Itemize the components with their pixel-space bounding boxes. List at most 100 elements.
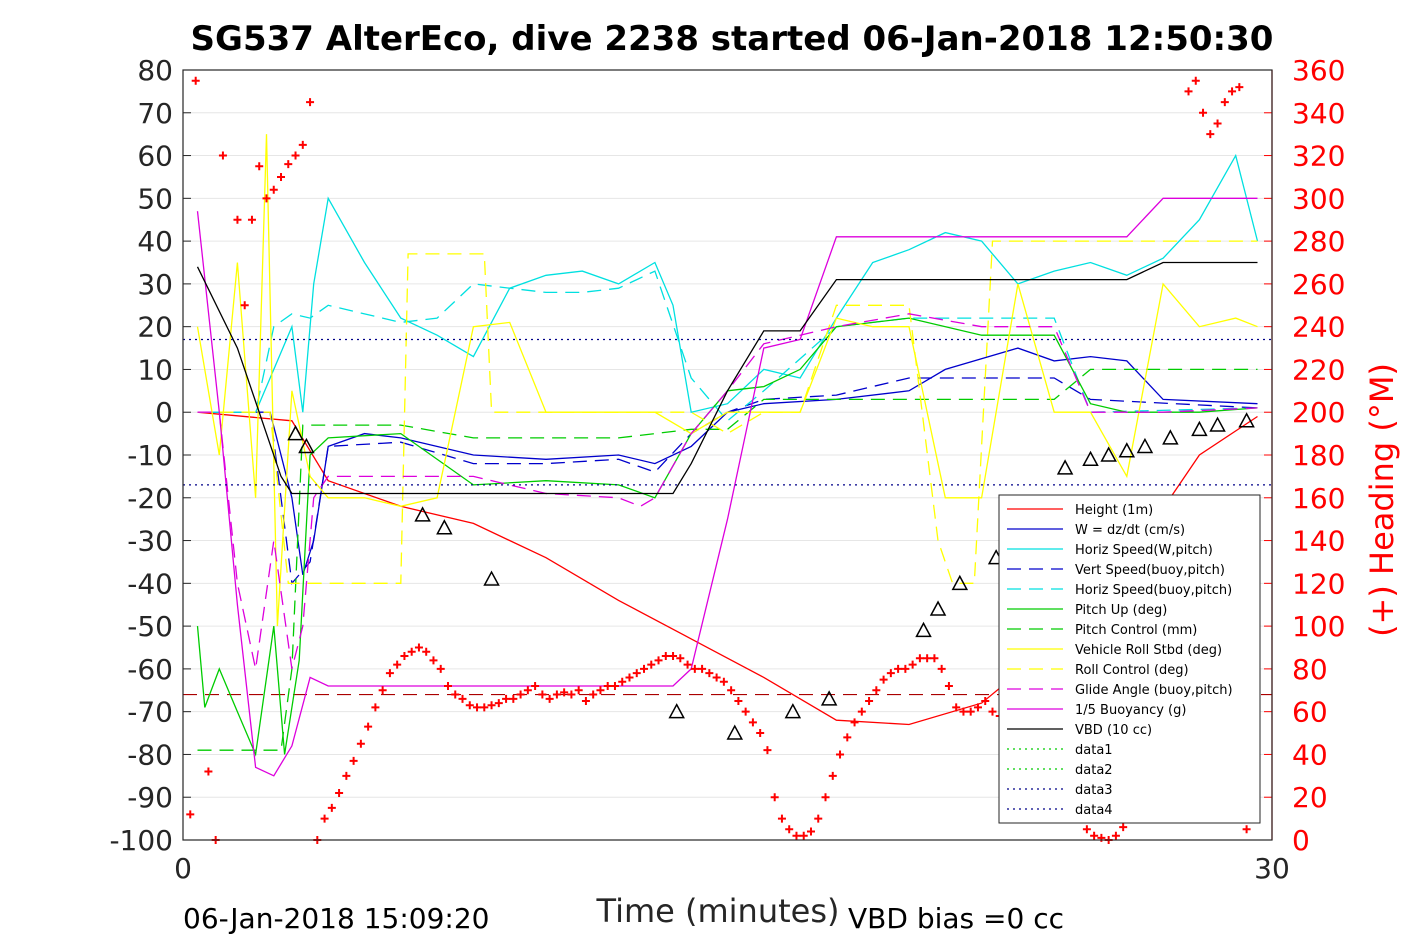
heading-marker (342, 771, 351, 780)
heading-marker (836, 750, 845, 759)
x-tick-label: 0 (174, 852, 192, 885)
right-y-tick-label: 160 (1292, 482, 1345, 515)
heading-marker (618, 677, 627, 686)
x-tick-label: 30 (1254, 852, 1290, 885)
heading-marker (1242, 825, 1251, 834)
heading-marker (603, 682, 612, 690)
legend-entry-label: Height (1m) (1075, 503, 1153, 518)
heading-marker (465, 701, 474, 710)
heading-marker (240, 301, 249, 310)
heading-marker (719, 677, 728, 686)
left-y-tick-labels: 80 70 60 50 40 30 20 10 0 -10 -20 -30 -40 -50 -60 -70 -8… (109, 54, 173, 857)
y-tick-label: 10 (137, 353, 173, 386)
heading-marker (407, 647, 416, 656)
heading-marker (443, 682, 452, 690)
heading-marker (218, 151, 227, 160)
heading-marker (792, 831, 801, 840)
legend-entry-label: Horiz Speed(buoy,pitch) (1075, 583, 1232, 598)
heading-marker (262, 194, 271, 203)
series-line-9 (197, 240, 1258, 584)
heading-marker (269, 185, 278, 194)
legend-entry-label: Vehicle Roll Stbd (deg) (1075, 643, 1222, 658)
heading-marker (756, 729, 765, 738)
depth-marker (929, 600, 947, 616)
right-y-tick-label: 100 (1292, 610, 1345, 643)
heading-marker (451, 690, 460, 699)
legend-entry-label: VBD (10 cc) (1075, 723, 1152, 738)
heading-marker (828, 771, 837, 780)
y-tick-label: -80 (127, 738, 173, 771)
heading-marker (952, 703, 961, 712)
y-tick-label: -70 (127, 696, 173, 729)
heading-marker (1206, 130, 1215, 139)
heading-marker (806, 827, 815, 836)
heading-marker (422, 647, 431, 656)
heading-marker (458, 694, 467, 703)
heading-marker (487, 701, 496, 710)
heading-marker (1090, 831, 1099, 840)
depth-marker (1191, 420, 1208, 437)
y-tick-label: 40 (137, 225, 173, 258)
legend-entry-label: data2 (1075, 763, 1113, 778)
heading-marker (632, 669, 641, 678)
legend-entry-label: Vert Speed(buoy,pitch) (1075, 563, 1225, 578)
depth-marker (915, 621, 932, 638)
y-tick-label: -50 (127, 610, 173, 643)
y-tick-label: -20 (127, 482, 173, 515)
heading-marker (661, 652, 670, 661)
heading-marker (799, 831, 808, 840)
heading-marker (879, 675, 888, 684)
right-y-tick-label: 260 (1292, 268, 1345, 301)
legend-entry-label: data1 (1075, 743, 1113, 758)
heading-marker (589, 690, 598, 699)
x-tick-labels: 0 30 (174, 852, 1290, 885)
heading-marker (393, 660, 402, 669)
heading-marker (327, 803, 336, 812)
series-line-4 (197, 377, 1258, 585)
footer-timestamp: 06-Jan-2018 15:09:20 (183, 902, 489, 935)
depth-marker (1100, 446, 1117, 462)
heading-marker (545, 694, 554, 703)
heading-marker (669, 652, 678, 661)
heading-marker (1199, 108, 1208, 117)
heading-marker (770, 793, 779, 802)
heading-marker (705, 669, 714, 678)
right-y-tick-label: 220 (1292, 353, 1345, 386)
y-tick-label: 20 (137, 311, 173, 344)
chart-title: SG537 AlterEco, dive 2238 started 06-Jan… (191, 19, 1274, 59)
depth-marker (1162, 429, 1179, 445)
legend-entry-label: 1/5 Buoyancy (g) (1075, 703, 1186, 718)
legend-entry-label: Horiz Speed(W,pitch) (1075, 543, 1213, 558)
depth-marker (1136, 437, 1154, 454)
heading-marker (785, 825, 794, 834)
heading-marker (335, 788, 344, 797)
depth-marker (414, 506, 431, 522)
depth-marker (726, 724, 744, 740)
heading-marker (378, 686, 387, 695)
heading-marker (560, 688, 569, 697)
heading-marker (255, 162, 264, 171)
depth-marker (298, 437, 315, 454)
right-y-tick-label: 320 (1292, 140, 1345, 173)
depth-marker (951, 574, 969, 591)
heading-marker (959, 707, 968, 716)
right-y-tick-label: 360 (1292, 54, 1345, 87)
heading-marker (552, 690, 561, 699)
heading-marker (886, 669, 895, 678)
heading-marker (349, 756, 358, 765)
y-tick-label: 60 (137, 140, 173, 173)
heading-marker (777, 814, 786, 823)
heading-marker (1119, 823, 1128, 832)
series-line-5 (197, 270, 1258, 422)
heading-marker (843, 733, 852, 742)
heading-marker (748, 718, 757, 727)
y-tick-label: 70 (137, 97, 173, 130)
heading-marker (908, 660, 917, 669)
heading-marker (567, 690, 576, 699)
heading-marker (284, 160, 293, 169)
heading-marker (610, 682, 619, 690)
heading-marker (516, 690, 525, 699)
y-tick-label: -100 (109, 824, 173, 857)
right-y-tick-label: 240 (1292, 311, 1345, 344)
